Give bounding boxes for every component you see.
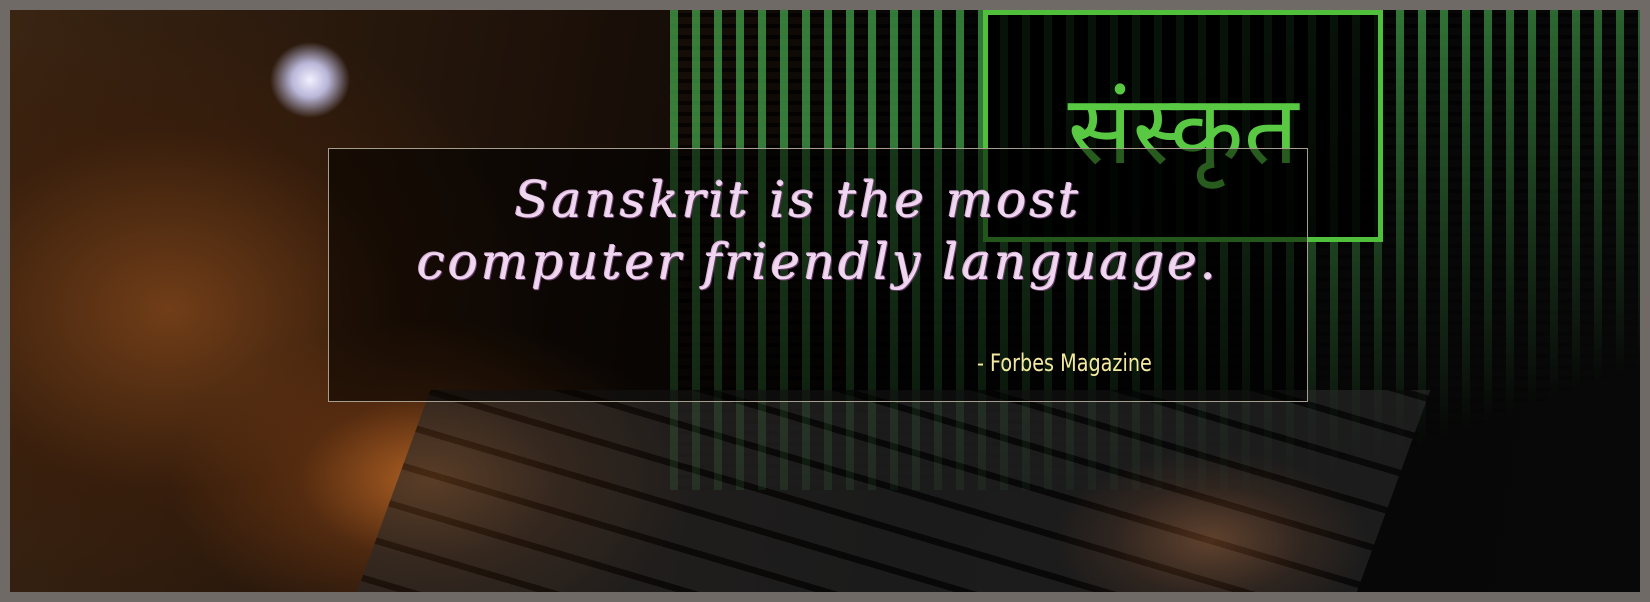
quote-box: Sanskrit is the most computer friendly l… [328,148,1308,402]
quote-line: computer friendly language. [416,233,1220,291]
attribution: - Forbes Magazine [977,349,1152,377]
keyboard [349,390,1431,592]
quote-line: Sanskrit is the most [514,171,1082,229]
